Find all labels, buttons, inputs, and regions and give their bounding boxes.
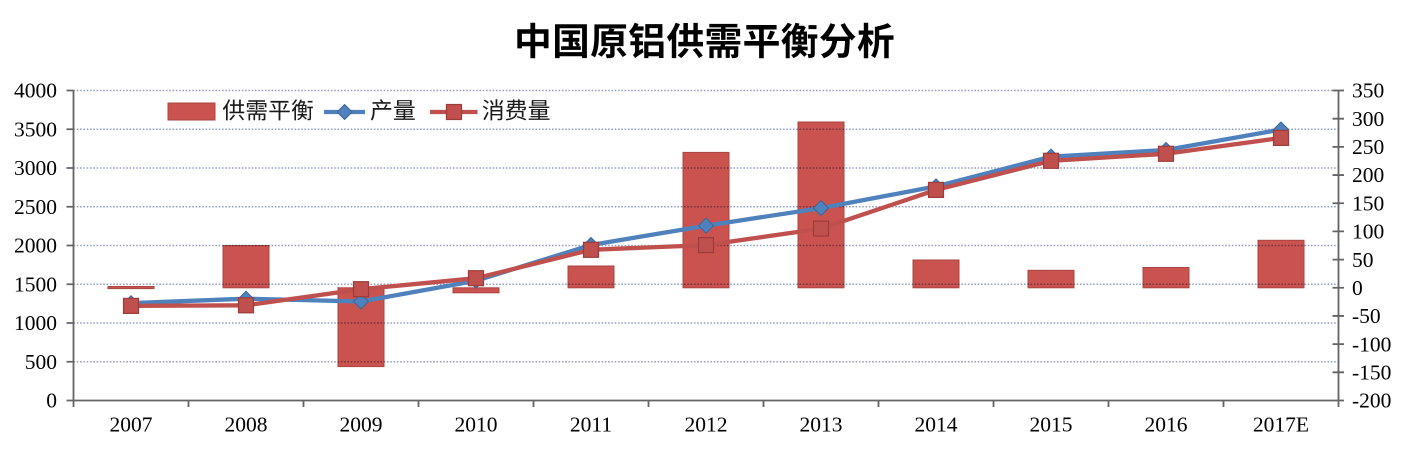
svg-text:-100: -100 — [1352, 332, 1391, 356]
svg-text:500: 500 — [25, 350, 57, 374]
svg-text:2017E: 2017E — [1253, 412, 1309, 436]
svg-text:2000: 2000 — [14, 234, 57, 258]
svg-text:2013: 2013 — [800, 412, 843, 436]
svg-text:0: 0 — [1352, 276, 1363, 300]
svg-text:2007: 2007 — [110, 412, 153, 436]
svg-text:150: 150 — [1352, 191, 1384, 215]
svg-text:350: 350 — [1352, 79, 1384, 103]
svg-text:-50: -50 — [1352, 304, 1381, 328]
svg-text:2016: 2016 — [1145, 412, 1188, 436]
svg-text:2010: 2010 — [455, 412, 498, 436]
svg-text:2014: 2014 — [915, 412, 958, 436]
svg-text:2008: 2008 — [225, 412, 268, 436]
svg-text:2011: 2011 — [570, 412, 612, 436]
svg-text:100: 100 — [1352, 220, 1384, 244]
svg-text:4000: 4000 — [14, 79, 57, 103]
svg-text:1000: 1000 — [14, 311, 57, 335]
svg-text:300: 300 — [1352, 107, 1384, 131]
svg-text:3500: 3500 — [14, 117, 57, 141]
svg-text:3000: 3000 — [14, 156, 57, 180]
svg-text:1500: 1500 — [14, 272, 57, 296]
svg-text:2012: 2012 — [685, 412, 728, 436]
svg-text:2500: 2500 — [14, 195, 57, 219]
svg-text:0: 0 — [46, 389, 57, 413]
svg-text:2009: 2009 — [340, 412, 383, 436]
svg-text:50: 50 — [1352, 248, 1374, 272]
svg-text:200: 200 — [1352, 163, 1384, 187]
svg-text:-200: -200 — [1352, 389, 1391, 413]
svg-text:-150: -150 — [1352, 361, 1391, 385]
svg-text:250: 250 — [1352, 135, 1384, 159]
svg-text:2015: 2015 — [1030, 412, 1073, 436]
